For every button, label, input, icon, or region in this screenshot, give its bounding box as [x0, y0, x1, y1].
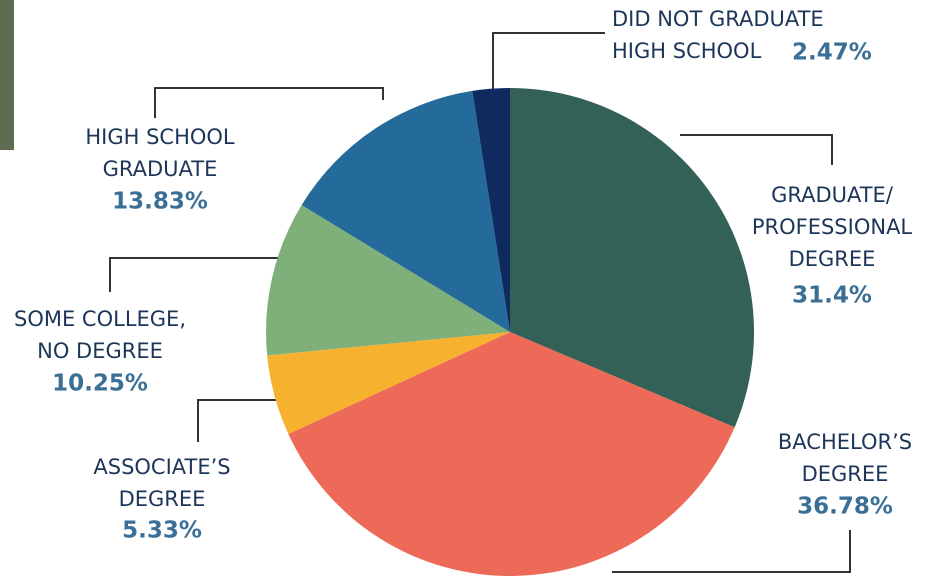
category-label: ASSOCIATE’S DEGREE — [93, 455, 230, 511]
label-line: GRADUATE/ — [771, 183, 894, 207]
value-label: 13.83% — [112, 189, 208, 215]
category-label: GRADUATE/PROFESSIONAL DEGREE — [752, 183, 913, 271]
label-line: NO DEGREE — [37, 339, 163, 363]
leader-line — [109, 257, 278, 292]
leader-line — [197, 399, 278, 442]
leader-lines — [109, 32, 851, 573]
label-line: DEGREE — [789, 247, 876, 271]
label-line: SOME COLLEGE, — [14, 307, 186, 331]
pie-slice — [267, 332, 510, 434]
leader-line — [612, 530, 851, 573]
pie-slice — [510, 88, 754, 428]
pie-slice — [301, 90, 510, 332]
label-line: HIGH SCHOOL — [612, 39, 762, 63]
pie-slice — [265, 205, 510, 356]
category-label: DID NOT GRADUATE HIGH SCHOOL — [612, 7, 824, 63]
category-label: HIGH SCHOOL GRADUATE — [85, 125, 235, 181]
photo-edge — [0, 0, 14, 150]
value-label: 31.4% — [792, 283, 872, 309]
label-line: DID NOT GRADUATE — [612, 7, 824, 31]
leader-line — [680, 134, 833, 165]
label-line: GRADUATE — [103, 157, 218, 181]
label-line: PROFESSIONAL — [752, 215, 913, 239]
category-label: SOME COLLEGE, NO DEGREE — [14, 307, 186, 363]
label-line: BACHELOR’S — [778, 430, 912, 454]
leader-line — [492, 32, 605, 90]
label-line: ASSOCIATE’S — [93, 455, 230, 479]
value-label: 2.47% — [792, 40, 872, 66]
value-label: 10.25% — [52, 371, 148, 397]
value-label: 5.33% — [122, 518, 202, 544]
label-line: DEGREE — [119, 487, 206, 511]
pie-slice — [288, 332, 735, 576]
category-label: BACHELOR’S DEGREE — [778, 430, 912, 486]
value-label: 36.78% — [797, 494, 893, 520]
leader-line — [154, 87, 384, 118]
label-line: HIGH SCHOOL — [85, 125, 235, 149]
pie-slice — [472, 88, 510, 332]
label-line: DEGREE — [802, 462, 889, 486]
